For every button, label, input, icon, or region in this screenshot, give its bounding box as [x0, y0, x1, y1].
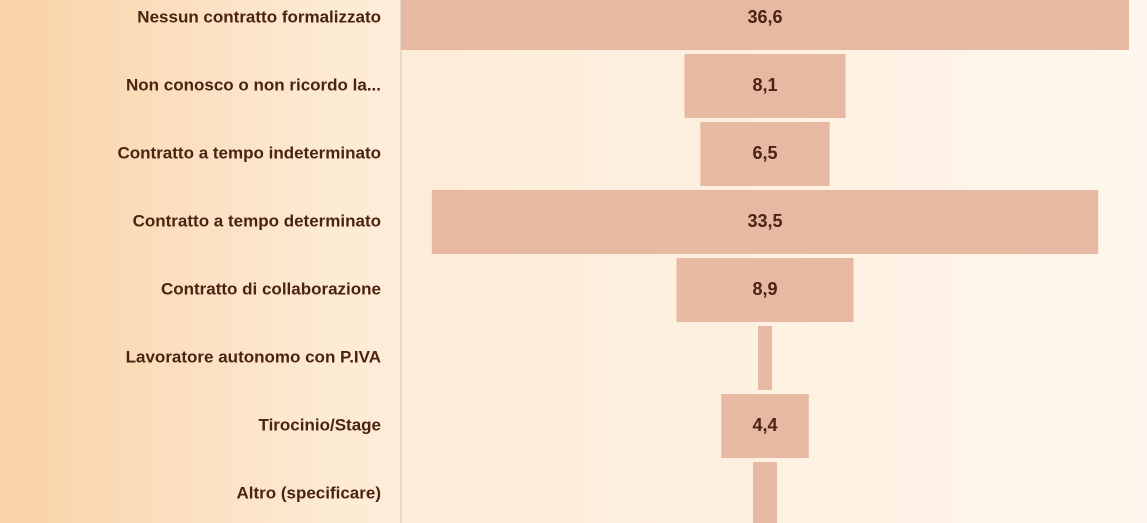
bar [401, 0, 1129, 50]
value-label: 8,9 [752, 279, 777, 299]
bar [700, 122, 830, 186]
bar [676, 258, 854, 322]
category-label: Lavoratore autonomo con P.IVA [126, 347, 381, 366]
category-label: Contratto a tempo determinato [133, 211, 381, 230]
value-label: 6,5 [752, 143, 777, 163]
bar [684, 54, 846, 118]
value-label: 36,6 [747, 7, 782, 27]
category-label: Tirocinio/Stage [259, 415, 382, 434]
category-label: Contratto di collaborazione [161, 279, 381, 298]
value-label: 8,1 [752, 75, 777, 95]
bar [758, 326, 772, 390]
category-label: Altro (specificare) [236, 483, 381, 502]
bar [721, 394, 809, 458]
bar [753, 462, 777, 523]
category-label: Non conosco o non ricordo la... [126, 75, 381, 94]
category-label: Nessun contratto formalizzato [137, 7, 381, 26]
bar [431, 190, 1099, 254]
category-label: Contratto a tempo indeterminato [117, 143, 381, 162]
value-label: 4,4 [752, 415, 777, 435]
value-label: 33,5 [747, 211, 782, 231]
